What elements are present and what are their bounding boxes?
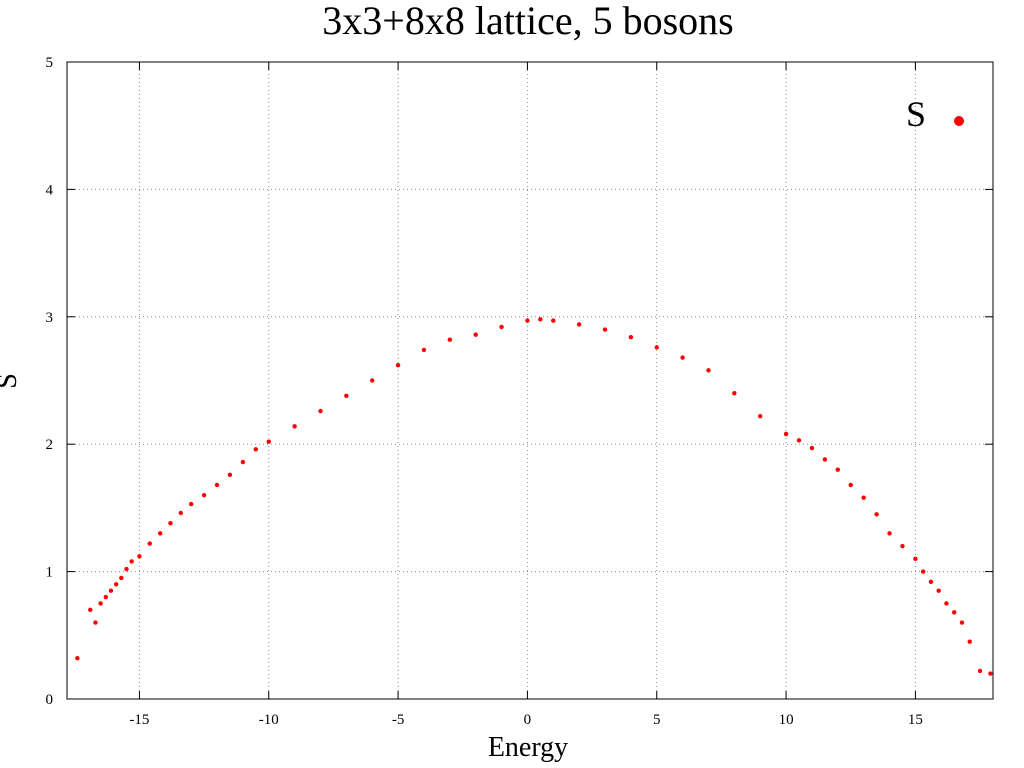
x-tick-label: -10 (259, 712, 279, 728)
data-point (168, 520, 173, 526)
data-point (874, 512, 879, 517)
data-point (654, 345, 659, 350)
data-point (758, 413, 763, 419)
x-tick-label: -15 (129, 712, 149, 728)
data-point (103, 594, 108, 600)
data-point (977, 668, 983, 674)
data-point (848, 482, 853, 488)
data-point (538, 317, 543, 322)
data-point (988, 671, 993, 676)
data-point (88, 607, 93, 613)
data-point (370, 378, 375, 383)
data-point (137, 554, 142, 559)
data-point (113, 582, 119, 587)
data-point (157, 531, 163, 536)
data-point (861, 495, 866, 500)
data-point (124, 566, 129, 572)
data-point (576, 322, 582, 327)
data-point (240, 459, 246, 465)
data-point (732, 391, 737, 396)
y-tick-label: 4 (46, 182, 54, 198)
data-point (835, 467, 841, 472)
legend-marker (954, 116, 964, 126)
data-point (936, 588, 941, 593)
data-point (928, 579, 934, 584)
data-point (292, 424, 297, 429)
x-tick-label: 15 (908, 712, 923, 728)
y-axis-label: S (0, 373, 23, 389)
data-point (227, 472, 233, 477)
data-point (706, 368, 711, 373)
scatter-points (75, 317, 993, 676)
data-point (147, 541, 152, 546)
y-tick-label: 1 (46, 565, 54, 581)
data-point (525, 318, 530, 323)
data-point (318, 408, 323, 414)
data-point (913, 556, 918, 562)
data-point (967, 639, 972, 644)
data-point (809, 445, 815, 451)
data-point (178, 510, 184, 516)
data-point (266, 439, 271, 444)
data-point (822, 457, 828, 462)
x-tick-label: -5 (392, 712, 405, 728)
data-point (887, 531, 892, 536)
chart-title: 3x3+8x8 lattice, 5 bosons (322, 0, 733, 43)
data-point (253, 447, 259, 452)
data-point (551, 318, 556, 323)
data-point (952, 610, 957, 615)
data-point (796, 438, 802, 443)
data-point (75, 656, 80, 661)
data-point (944, 601, 949, 606)
data-point (93, 620, 98, 625)
axis-ticks: -15 -10 -5 0 5 10 15 0 1 2 3 4 5 (46, 55, 993, 728)
data-point (344, 393, 349, 398)
data-point (628, 334, 634, 340)
data-point (602, 327, 608, 332)
y-tick-label: 5 (46, 55, 54, 71)
y-tick-label: 0 (46, 692, 54, 708)
data-point (214, 482, 220, 488)
data-point (119, 575, 124, 581)
data-point (201, 492, 207, 498)
data-point (447, 337, 453, 342)
data-point (499, 324, 504, 330)
data-point (188, 501, 194, 507)
data-point (900, 543, 905, 549)
x-axis-label: Energy (488, 732, 568, 763)
data-point (395, 363, 401, 368)
grid (67, 61, 993, 700)
data-point (783, 431, 789, 437)
data-point (421, 347, 427, 353)
plot-frame (66, 61, 994, 700)
x-tick-label: 10 (779, 712, 794, 728)
data-point (959, 620, 965, 625)
y-tick-label: 3 (46, 310, 54, 326)
data-point (473, 332, 478, 337)
x-tick-label: 0 (524, 712, 532, 728)
y-tick-label: 2 (46, 437, 54, 453)
data-point (129, 559, 134, 564)
data-point (680, 355, 685, 360)
legend-label: S (906, 94, 926, 134)
x-tick-label: 5 (653, 712, 661, 728)
data-point (920, 569, 926, 574)
legend: S (906, 94, 964, 134)
data-point (108, 588, 114, 593)
data-point (98, 601, 103, 606)
